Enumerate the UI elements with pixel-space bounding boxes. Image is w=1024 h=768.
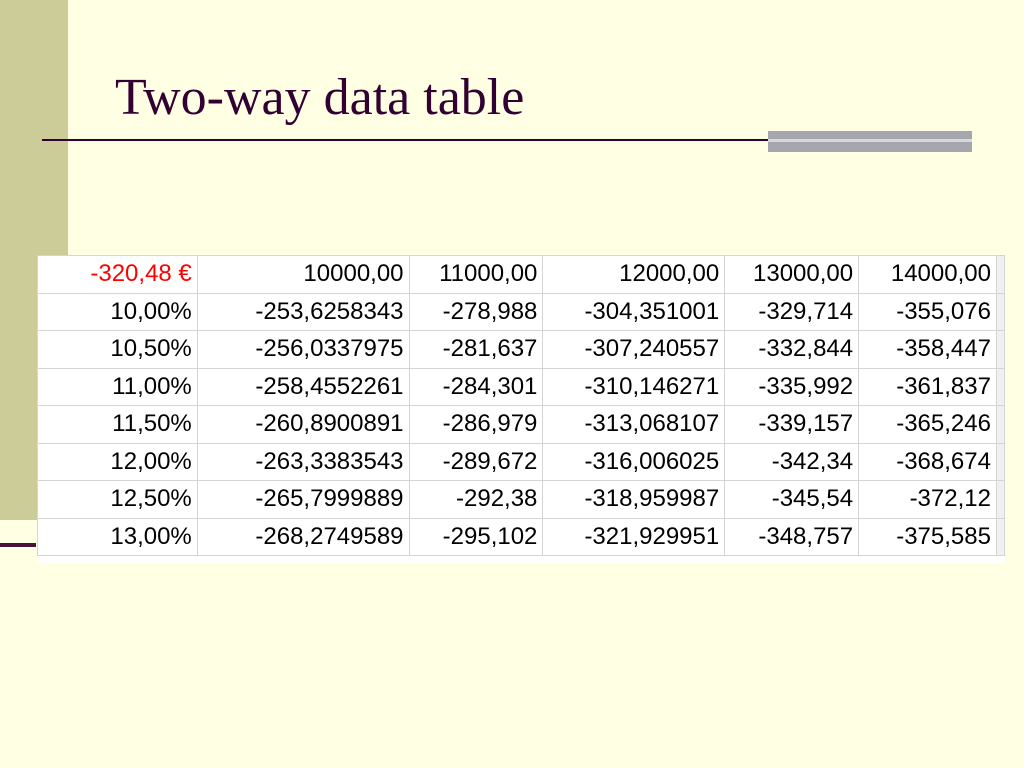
- table-cell: -361,837: [858, 367, 997, 406]
- table-cell: -253,6258343: [196, 292, 410, 331]
- title-accent-bar: [768, 131, 972, 152]
- title-rule: [42, 139, 770, 141]
- table-row: 11,50% -260,8900891 -286,979 -313,068107 -33…: [37, 405, 1006, 444]
- table-cell: 13000,00: [724, 255, 860, 294]
- table-cell: 14000,00: [858, 255, 997, 294]
- table-row: -320,48 €10000,00 11000,00 12000,00 13000,0…: [37, 255, 1006, 294]
- table-cell: 12,00%: [37, 442, 198, 481]
- table-cell: -329,714: [724, 292, 860, 331]
- table-cell: -320,48 €: [37, 255, 198, 294]
- table-cell: -304,351001: [542, 292, 726, 331]
- table-cell: -265,7999889: [196, 480, 410, 519]
- table-cell: -335,992: [724, 367, 860, 406]
- empty-cell: [995, 517, 1006, 556]
- table-cell: -321,929951: [542, 517, 726, 556]
- table-cell: 10000,00: [196, 255, 410, 294]
- empty-cell: [995, 480, 1006, 519]
- slide-title: Two-way data table: [115, 69, 525, 126]
- table-cell: 11000,00: [408, 255, 544, 294]
- empty-cell: [995, 367, 1006, 406]
- table-cell: -263,3383543: [196, 442, 410, 481]
- table-cell: -289,672: [408, 442, 544, 481]
- table-cell: -286,979: [408, 405, 544, 444]
- table-cell: -342,34: [724, 442, 860, 481]
- data-table: -320,48 €10000,00 11000,00 12000,00 13000,0…: [37, 255, 1006, 556]
- table-cell: 13,00%: [37, 517, 198, 556]
- table-cell: 12000,00: [542, 255, 726, 294]
- table-cell: -372,12: [858, 480, 997, 519]
- table-cell: -310,146271: [542, 367, 726, 406]
- table-cell: -345,54: [724, 480, 860, 519]
- table-cell: -355,076: [858, 292, 997, 331]
- table-cell: -284,301: [408, 367, 544, 406]
- table-row: 12,50% -265,7999889 -292,38 -318,959987 -345…: [37, 480, 1006, 519]
- table-cell: 10,50%: [37, 330, 198, 369]
- empty-cell: [995, 292, 1006, 331]
- table-body: -320,48 €10000,00 11000,00 12000,00 13000,0…: [37, 255, 1006, 556]
- table-cell: -278,988: [408, 292, 544, 331]
- table-row: 11,00% -258,4552261 -284,301 -310,146271 -33…: [37, 367, 1006, 406]
- empty-cell: [995, 255, 1006, 294]
- table-cell: -281,637: [408, 330, 544, 369]
- table-cell: -295,102: [408, 517, 544, 556]
- table-cell: -316,006025: [542, 442, 726, 481]
- empty-cell: [995, 405, 1006, 444]
- table-cell: -318,959987: [542, 480, 726, 519]
- table-cell: -292,38: [408, 480, 544, 519]
- table-cell: -358,447: [858, 330, 997, 369]
- empty-cell: [995, 330, 1006, 369]
- table-cell: -260,8900891: [196, 405, 410, 444]
- table-row: 12,00% -263,3383543 -289,672 -316,006025 -34…: [37, 442, 1006, 481]
- side-accent: [0, 543, 36, 547]
- table-cell: -307,240557: [542, 330, 726, 369]
- table-cell: -375,585: [858, 517, 997, 556]
- table-cell: 11,50%: [37, 405, 198, 444]
- table-cell: -365,246: [858, 405, 997, 444]
- table-cell: -348,757: [724, 517, 860, 556]
- table-row: 10,00% -253,6258343 -278,988 -304,351001 -32…: [37, 292, 1006, 331]
- table-cell: -258,4552261: [196, 367, 410, 406]
- empty-cell: [995, 442, 1006, 481]
- table-cell: 10,00%: [37, 292, 198, 331]
- table-row: 10,50% -256,0337975 -281,637 -307,240557 -33…: [37, 330, 1006, 369]
- table-cell: -256,0337975: [196, 330, 410, 369]
- table-cell: 11,00%: [37, 367, 198, 406]
- table-cell: -313,068107: [542, 405, 726, 444]
- table-cell: -268,2749589: [196, 517, 410, 556]
- table-cell: -368,674: [858, 442, 997, 481]
- spreadsheet: -320,48 €10000,00 11000,00 12000,00 13000,0…: [37, 255, 1006, 563]
- table-cell: -332,844: [724, 330, 860, 369]
- table-cell: 12,50%: [37, 480, 198, 519]
- table-row: 13,00% -268,2749589 -295,102 -321,929951 -34…: [37, 517, 1006, 556]
- table-cell: -339,157: [724, 405, 860, 444]
